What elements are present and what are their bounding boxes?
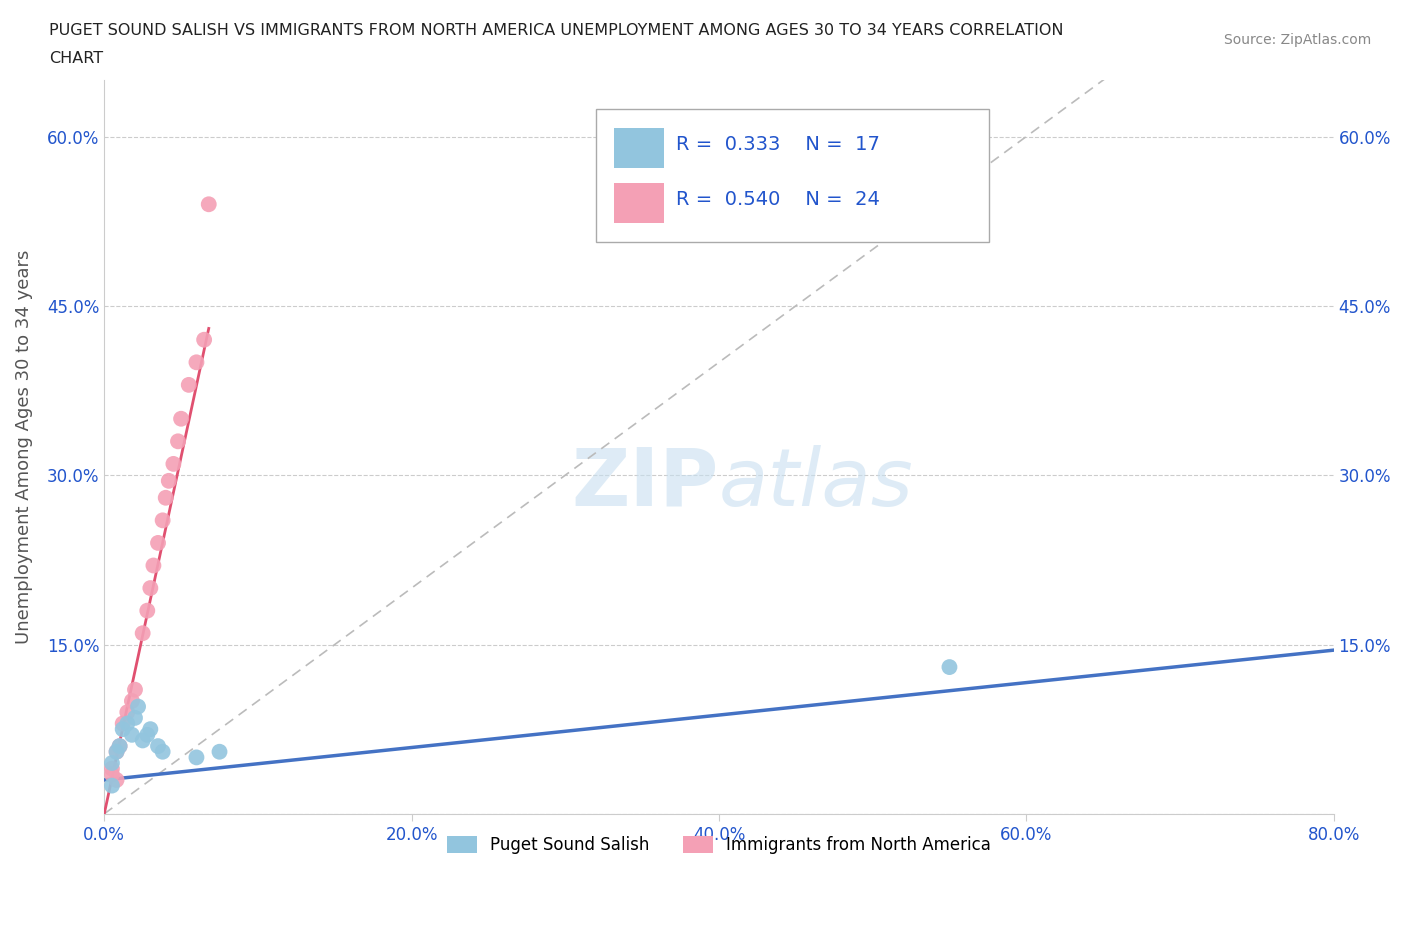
Point [111,716,134,731]
Point [117,716,139,731]
Point [105,773,128,788]
Point [152,513,174,528]
Point [142,558,165,573]
Point [177,378,200,392]
Point [136,727,159,742]
Point [131,626,153,641]
Point [162,457,184,472]
Point [938,659,960,674]
Point [105,744,128,759]
Point [124,683,146,698]
Point [117,705,139,720]
Point [131,733,153,748]
Point [146,738,169,753]
Point [139,722,162,737]
Point [157,473,180,488]
Point [152,744,174,759]
FancyBboxPatch shape [596,110,990,242]
Point [108,738,131,753]
Point [124,711,146,725]
Text: PUGET SOUND SALISH VS IMMIGRANTS FROM NORTH AMERICA UNEMPLOYMENT AMONG AGES 30 T: PUGET SOUND SALISH VS IMMIGRANTS FROM NO… [49,23,1064,38]
Y-axis label: Unemployment Among Ages 30 to 34 years: Unemployment Among Ages 30 to 34 years [15,250,32,644]
Point [193,332,215,347]
Point [101,762,124,777]
Point [121,727,143,742]
Point [197,197,219,212]
Point [139,580,162,595]
Point [101,767,124,782]
Point [136,604,159,618]
Text: Source: ZipAtlas.com: Source: ZipAtlas.com [1223,33,1371,46]
Bar [614,183,664,223]
Point [101,778,124,793]
Point [105,744,128,759]
Legend: Puget Sound Salish, Immigrants from North America: Puget Sound Salish, Immigrants from Nort… [440,829,998,860]
Point [186,355,208,370]
Point [167,434,190,449]
Text: atlas: atlas [718,445,914,523]
Point [208,744,231,759]
Point [101,755,124,770]
Point [121,694,143,709]
Bar [614,127,664,168]
Point [111,722,134,737]
Text: R =  0.333    N =  17: R = 0.333 N = 17 [676,135,880,154]
Text: ZIP: ZIP [572,445,718,523]
Point [170,411,193,426]
Text: CHART: CHART [49,51,103,66]
Text: R =  0.540    N =  24: R = 0.540 N = 24 [676,190,880,209]
Point [127,699,149,714]
Point [108,738,131,753]
Point [186,750,208,764]
Point [146,536,169,551]
Point [155,490,177,505]
